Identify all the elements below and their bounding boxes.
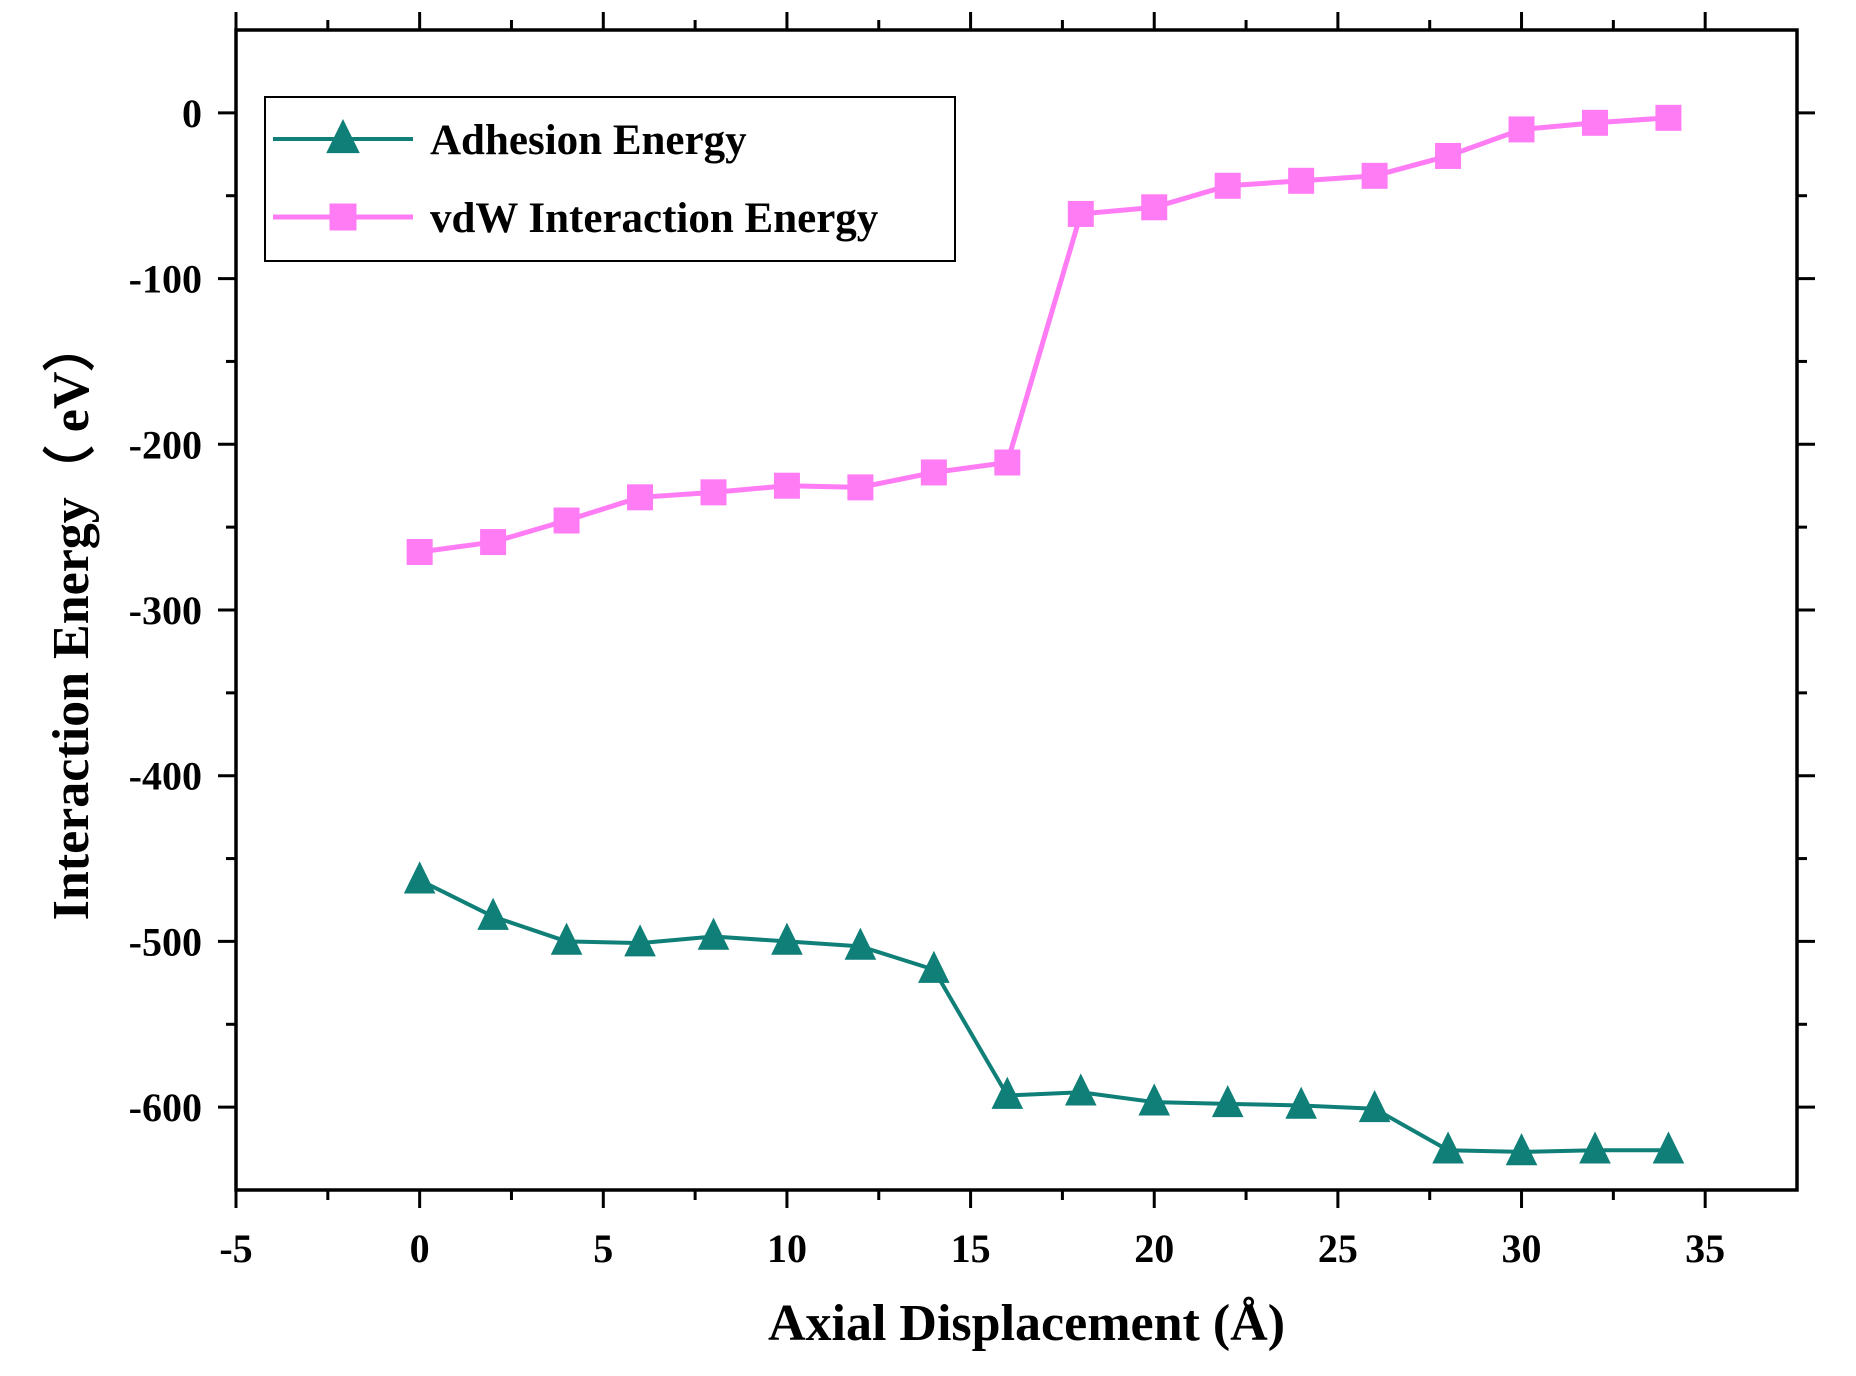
data-point xyxy=(624,924,656,957)
y-tick-label: -200 xyxy=(129,422,202,467)
data-point xyxy=(403,861,436,894)
data-point xyxy=(1579,1131,1611,1164)
y-tick-label: -400 xyxy=(129,754,202,799)
data-point xyxy=(1064,1073,1097,1106)
x-axis-title: Axial Displacement (Å) xyxy=(768,1295,1285,1352)
data-point xyxy=(1358,1089,1391,1123)
legend-label: Adhesion Energy xyxy=(430,117,747,164)
data-point xyxy=(771,922,803,955)
data-point xyxy=(844,927,877,960)
data-point xyxy=(773,472,800,499)
series-line xyxy=(418,878,1669,1154)
series-adhesion-energy xyxy=(403,861,1685,1166)
data-point xyxy=(1288,167,1315,194)
data-point xyxy=(1285,1086,1317,1119)
y-tick-label: -600 xyxy=(129,1085,202,1130)
x-tick-label: -5 xyxy=(219,1226,252,1271)
y-tick-label: -100 xyxy=(129,257,202,302)
data-point xyxy=(553,507,580,534)
data-point xyxy=(477,897,509,930)
y-tick-label: -300 xyxy=(129,588,202,633)
series-vdw-interaction-energy xyxy=(406,104,1682,565)
legend-square-icon xyxy=(329,203,357,231)
data-point xyxy=(1432,1131,1464,1164)
data-point xyxy=(700,479,727,506)
data-point xyxy=(918,950,950,983)
x-tick-label: 15 xyxy=(951,1226,991,1271)
data-point xyxy=(697,917,730,950)
data-point xyxy=(847,474,874,501)
series-group xyxy=(403,104,1685,1166)
x-tick-label: 30 xyxy=(1502,1226,1542,1271)
legend-box xyxy=(264,96,956,262)
data-point xyxy=(994,449,1021,476)
x-tick-label: 35 xyxy=(1685,1226,1725,1271)
data-point xyxy=(480,529,507,556)
data-point xyxy=(991,1076,1024,1109)
legend-item: Adhesion Energy xyxy=(273,117,747,164)
data-point xyxy=(627,484,654,511)
data-point xyxy=(550,922,583,955)
x-tick-label: 20 xyxy=(1134,1226,1174,1271)
axes: -5 0 5 10 15 20 25 30 35 0 -100 -200 -300 -400 -500 -60… xyxy=(42,12,1815,1352)
data-point xyxy=(1214,172,1241,199)
x-tick-label: 25 xyxy=(1318,1226,1358,1271)
y-tick-label: -500 xyxy=(129,919,202,964)
legend-label: vdW Interaction Energy xyxy=(430,195,879,242)
data-point xyxy=(1435,142,1462,169)
data-point xyxy=(406,539,433,565)
data-point xyxy=(1361,162,1388,189)
x-tick-label: 10 xyxy=(767,1226,807,1271)
data-point xyxy=(1581,109,1608,136)
data-point xyxy=(1505,1133,1538,1166)
legend-item: vdW Interaction Energy xyxy=(273,195,879,242)
data-point xyxy=(1508,116,1535,143)
data-point xyxy=(1655,104,1682,131)
data-point xyxy=(1141,194,1168,221)
data-point xyxy=(1067,200,1094,227)
data-point xyxy=(920,459,947,486)
legend-triangle-icon xyxy=(326,119,360,154)
data-point xyxy=(1652,1131,1685,1164)
x-tick-label: 5 xyxy=(593,1226,613,1271)
legend: Adhesion Energy vdW Interaction Energy xyxy=(264,96,956,262)
data-point xyxy=(1138,1083,1171,1116)
y-tick-label: 0 xyxy=(182,91,202,136)
data-point xyxy=(1211,1085,1244,1118)
y-axis-title: Interaction Energy（ eV） xyxy=(42,320,100,921)
x-tick-label: 0 xyxy=(410,1226,430,1271)
